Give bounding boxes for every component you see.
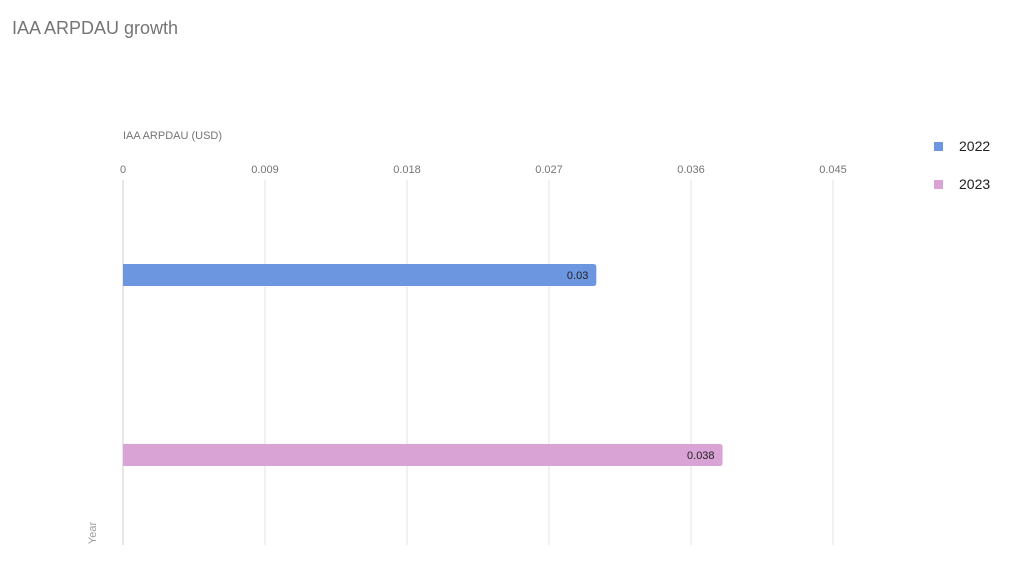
bar-data-label-2023: 0.038 — [687, 450, 715, 462]
bar-2023[interactable] — [123, 444, 723, 466]
x-tick-label: 0.036 — [677, 164, 705, 176]
legend-swatch-2022 — [934, 141, 943, 151]
bars: 0.03 0.038 — [123, 264, 723, 466]
bar-data-label-2022: 0.03 — [567, 270, 588, 282]
bar-2022[interactable] — [123, 264, 597, 286]
chart-title: IAA ARPDAU growth — [12, 18, 179, 38]
x-tick-labels: 0 0.009 0.018 0.027 0.036 0.045 — [120, 164, 847, 176]
x-axis-title: IAA ARPDAU (USD) — [123, 130, 223, 142]
gridlines — [122, 180, 834, 545]
x-tick-label: 0.027 — [535, 164, 563, 176]
x-tick-label: 0.018 — [393, 164, 421, 176]
legend: 2022 2023 — [934, 136, 990, 212]
x-tick-label: 0.009 — [251, 164, 279, 176]
legend-label-2023: 2023 — [959, 176, 991, 192]
x-tick-label: 0.045 — [819, 164, 847, 176]
x-tick-label: 0 — [120, 164, 126, 176]
legend-swatch-2023 — [934, 179, 943, 189]
legend-item-2022[interactable]: 2022 — [934, 136, 990, 156]
legend-item-2023[interactable]: 2023 — [934, 174, 990, 194]
legend-label-2022: 2022 — [959, 138, 991, 154]
